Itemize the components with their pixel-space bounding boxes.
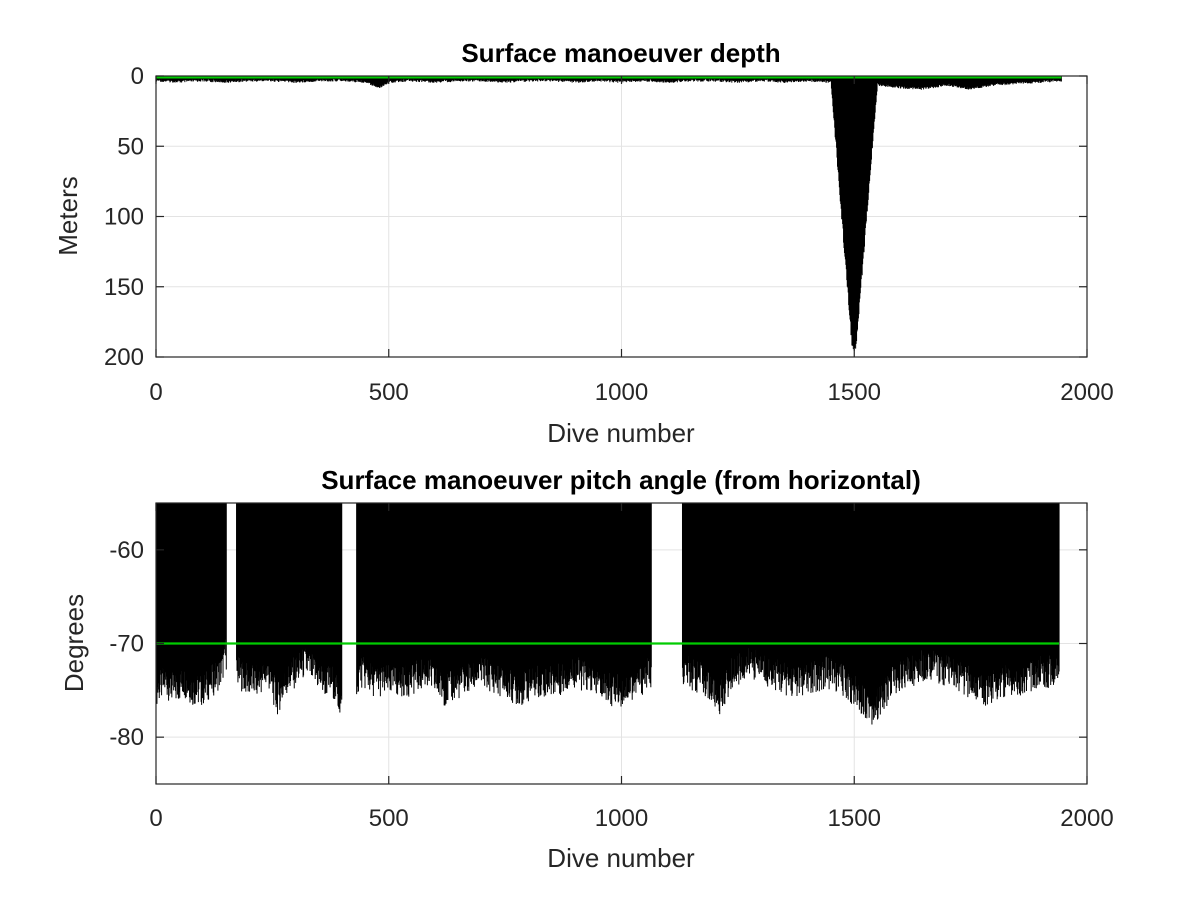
pitch-chart-title: Surface manoeuver pitch angle (from hori…	[321, 465, 921, 495]
pitch-chart: 0 500 1000 1500 2000 -60 -70 -80 Surface manoe…	[59, 465, 1114, 873]
pitch-y-ticks: -60 -70 -80	[109, 537, 1087, 751]
depth-y-tick-label: 50	[117, 133, 144, 160]
pitch-x-tick-label: 1000	[595, 805, 648, 832]
depth-x-tick-label: 0	[149, 379, 162, 406]
pitch-x-tick-label: 500	[369, 805, 409, 832]
depth-chart-title: Surface manoeuver depth	[461, 38, 780, 68]
pitch-x-axis-label: Dive number	[547, 843, 695, 873]
depth-x-tick-label: 500	[369, 379, 409, 406]
depth-x-tick-label: 1500	[828, 379, 881, 406]
depth-x-ticks: 0 500 1000 1500 2000	[149, 76, 1114, 406]
depth-y-axis-label: Meters	[53, 176, 83, 255]
pitch-x-tick-label: 1500	[828, 805, 881, 832]
depth-x-tick-label: 1000	[595, 379, 648, 406]
pitch-x-ticks: 0 500 1000 1500 2000	[149, 503, 1114, 832]
pitch-x-tick-label: 0	[149, 805, 162, 832]
pitch-y-tick-label: -80	[109, 724, 144, 751]
pitch-y-axis-label: Degrees	[59, 594, 89, 692]
depth-chart: 0 500 1000 1500 2000 0 50 100 150 200 Surface ma…	[53, 38, 1114, 448]
depth-y-tick-label: 150	[104, 274, 144, 301]
depth-y-tick-label: 100	[104, 204, 144, 231]
pitch-y-tick-label: -70	[109, 631, 144, 658]
pitch-x-tick-label: 2000	[1060, 805, 1113, 832]
depth-y-tick-label: 200	[104, 344, 144, 371]
depth-y-tick-label: 0	[131, 63, 144, 90]
depth-x-axis-label: Dive number	[547, 418, 695, 448]
pitch-y-tick-label: -60	[109, 537, 144, 564]
depth-y-ticks: 0 50 100 150 200	[104, 63, 1087, 371]
depth-x-tick-label: 2000	[1060, 379, 1113, 406]
pitch-bars	[155, 503, 1060, 725]
